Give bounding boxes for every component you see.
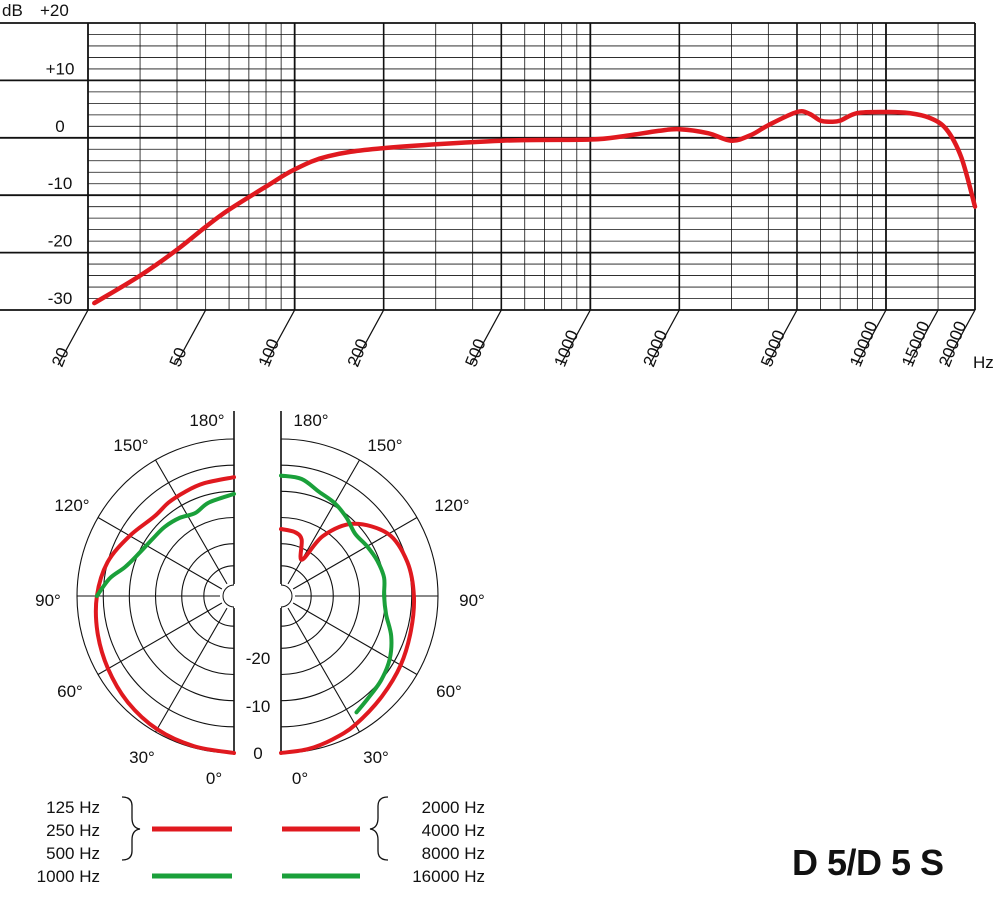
x-tick-mark (264, 309, 296, 366)
polar-angle-label: 0° (292, 769, 308, 788)
polar-curve (93, 475, 236, 755)
x-tick-mark (175, 309, 207, 366)
polar-level-label: -20 (246, 649, 271, 668)
x-axis-unit: Hz (973, 353, 994, 372)
x-tick-mark (353, 309, 385, 366)
legend-freq-left: 500 Hz (46, 844, 100, 863)
x-tick-label: 15000 (898, 319, 933, 370)
x-axis-ticks: 20 50 100 200 500 1000 2000 5000 10000 15000 20000 (48, 309, 976, 370)
x-tick-mark (944, 309, 976, 366)
y-tick-label: -10 (48, 174, 73, 193)
polar-angle-labels: 180° 150° 120° 90° 60° 30° 0° 180° 150° 120° 90° 60… (35, 411, 485, 788)
polar-angle-label: 120° (54, 496, 89, 515)
level-label-bg (240, 647, 276, 669)
x-tick-mark (907, 309, 939, 366)
y-tick-label: -30 (48, 289, 73, 308)
x-tick-mark (766, 309, 798, 366)
x-tick-label: 200 (344, 336, 372, 369)
y-tick-label: +20 (40, 1, 69, 20)
polar-spoke (287, 607, 360, 733)
polar-level-labels: -20 -10 0 (240, 647, 276, 764)
polar-spoke (292, 517, 418, 590)
x-tick-mark (855, 309, 887, 366)
legend-freq-left: 1000 Hz (37, 867, 100, 886)
polar-center-mask (234, 584, 246, 608)
legend-freq-left: 125 Hz (46, 798, 100, 817)
x-tick-label: 5000 (757, 327, 789, 369)
frequency-response-line (92, 109, 978, 306)
polar-angle-label: 0° (206, 769, 222, 788)
model-title: D 5/D 5 S (792, 842, 944, 883)
polar-curve (94, 491, 236, 598)
polar-angle-label: 60° (57, 682, 83, 701)
y-axis-unit: dB (2, 1, 23, 20)
legend: 125 Hz 250 Hz 500 Hz 1000 Hz 2000 Hz 4000 Hz 8… (37, 796, 485, 886)
legend-freq-right: 2000 Hz (422, 798, 485, 817)
polar-level-label: 0 (253, 744, 262, 763)
polar-spoke (155, 459, 228, 585)
y-tick-label: 0 (55, 117, 64, 136)
x-tick-mark (57, 309, 89, 366)
legend-freq-right: 16000 Hz (412, 867, 485, 886)
x-tick-label: 50 (166, 345, 191, 370)
x-tick-label: 2000 (639, 327, 671, 369)
x-tick-label: 1000 (550, 327, 582, 369)
polar-curve (279, 521, 417, 755)
y-axis-ticks: +20 +10 0 -10 -20 -30 (40, 1, 74, 308)
polar-curve (279, 473, 394, 715)
x-tick-mark (648, 309, 680, 366)
x-tick-label: 20000 (935, 319, 970, 370)
polar-angle-label: 150° (367, 436, 402, 455)
legend-brace-left (121, 796, 141, 861)
polar-center-mask (269, 584, 281, 608)
x-tick-label: 100 (255, 336, 283, 369)
y-tick-label: -20 (48, 232, 73, 251)
x-tick-label: 20 (48, 345, 73, 370)
frequency-response-grid (0, 22, 976, 311)
legend-brace-right (369, 796, 389, 861)
polar-spoke (155, 607, 228, 733)
polar-pattern-left (76, 411, 246, 755)
polar-angle-label: 30° (363, 748, 389, 767)
polar-angle-label: 180° (189, 411, 224, 430)
polar-angle-label: 60° (436, 682, 462, 701)
polar-spoke (97, 517, 223, 590)
frequency-response-curve (92, 109, 978, 306)
polar-level-label: -10 (246, 697, 271, 716)
polar-angle-label: 120° (434, 496, 469, 515)
x-tick-label: 500 (461, 336, 489, 369)
polar-angle-label: 30° (129, 748, 155, 767)
legend-freq-right: 8000 Hz (422, 844, 485, 863)
level-label-bg (240, 695, 276, 717)
polar-angle-label: 90° (35, 591, 61, 610)
y-tick-label: +10 (46, 59, 75, 78)
level-label-bg (240, 742, 276, 764)
polar-spoke (292, 602, 418, 675)
x-tick-mark (470, 309, 502, 366)
polar-spoke (287, 459, 360, 585)
polar-angle-label: 90° (459, 591, 485, 610)
legend-freq-left: 250 Hz (46, 821, 100, 840)
x-tick-label: 10000 (846, 319, 881, 370)
polar-angle-label: 180° (293, 411, 328, 430)
x-tick-mark (559, 309, 591, 366)
polar-spoke (97, 602, 223, 675)
polar-pattern-right (269, 411, 439, 755)
polar-angle-label: 150° (113, 436, 148, 455)
legend-freq-right: 4000 Hz (422, 821, 485, 840)
